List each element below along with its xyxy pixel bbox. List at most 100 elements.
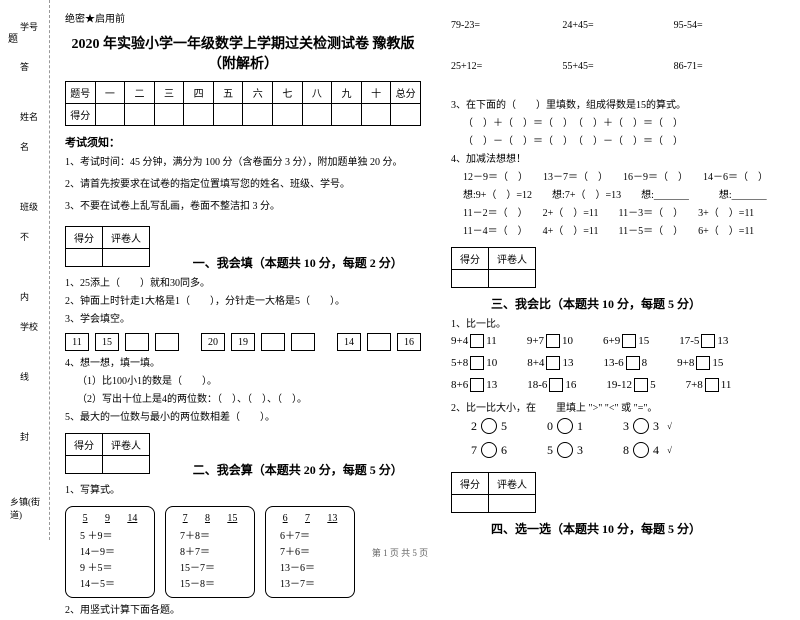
eqB-1: 55+45= — [562, 61, 673, 72]
nb-4: 20 — [201, 333, 225, 351]
eqB-2: 86-71= — [674, 61, 785, 72]
th-4: 四 — [184, 82, 214, 104]
secret-label: 绝密★启用前 — [65, 10, 421, 25]
bind-mark-2: 不 — [20, 230, 29, 243]
td-8 — [302, 104, 332, 126]
q1-3: 3、学会填空。 — [65, 311, 421, 329]
notice-heading: 考试须知： — [65, 134, 421, 150]
circ-left: 5 — [547, 443, 553, 458]
ch0-0: 5 — [83, 511, 88, 527]
cmp-right: 11 — [721, 379, 732, 391]
sb3-c1: 得分 — [452, 248, 489, 270]
eqA-1: 24+45= — [562, 20, 673, 31]
sb-c1: 得分 — [66, 227, 103, 249]
cmp-left: 9+4 — [451, 335, 468, 347]
eq-row-b: 25+12= 55+45= 86-71= — [451, 61, 785, 72]
circ-item: 01 — [547, 418, 583, 434]
q2-2: 2、用竖式计算下面各题。 — [65, 602, 421, 620]
compare-box — [705, 378, 719, 392]
sb2-c1: 得分 — [66, 434, 103, 456]
cr0-2: 9 ＋5＝ — [74, 561, 146, 577]
circ-left: 8 — [623, 443, 629, 458]
number-boxes: 11 15 20 19 14 16 — [65, 333, 421, 351]
compare-box — [626, 356, 640, 370]
circ-right: 3 — [653, 419, 659, 434]
cmp-item: 9+4 11 — [451, 334, 497, 348]
cmp-left: 13-6 — [603, 357, 623, 369]
sb3-c2: 评卷人 — [489, 248, 536, 270]
cmp-right: 15 — [712, 357, 723, 369]
cmp-left: 5+8 — [451, 357, 468, 369]
th-10: 十 — [361, 82, 391, 104]
compare-box — [701, 334, 715, 348]
section-2-heading: 二、我会算（本题共 20 分，每题 5 分） — [193, 461, 403, 478]
ch2-2: 13 — [327, 511, 337, 527]
section-3-heading: 三、我会比（本题共 10 分，每题 5 分） — [491, 295, 701, 312]
q2-1: 1、写算式。 — [65, 482, 421, 500]
scorebox-3: 得分评卷人 — [451, 247, 536, 288]
circ-right: 1 — [577, 419, 583, 434]
bind-mark-4: 线 — [20, 370, 29, 383]
circ-row-0: 250133√ — [451, 418, 785, 434]
compare-box — [470, 378, 484, 392]
binding-margin: 学号 题 答 姓名 名 班级 不 内 学校 线 封 乡镇(街道) — [0, 0, 50, 540]
nb-3 — [155, 333, 179, 351]
q2b-4d: 11－4＝（ ） 4+（ ）=11 11－5＝（ ） 6+（ ）=11 — [451, 223, 785, 241]
td-1 — [95, 104, 125, 126]
compare-box — [622, 334, 636, 348]
sb2-c2: 评卷人 — [103, 434, 150, 456]
q2b-4a: 12－9＝（ ） 13－7＝（ ） 16－9＝（ ） 14－6＝（ ） — [451, 169, 785, 187]
th-9: 九 — [332, 82, 362, 104]
bind-label-3: 学校 — [20, 320, 38, 333]
th-2: 二 — [125, 82, 155, 104]
td-10 — [361, 104, 391, 126]
ch2-1: 7 — [305, 511, 310, 527]
circle-blank — [481, 442, 497, 458]
nb-5: 19 — [231, 333, 255, 351]
bind-label-4: 乡镇(街道) — [10, 495, 49, 521]
nb-2 — [125, 333, 149, 351]
nb-7 — [291, 333, 315, 351]
q1-1: 1、25添上（ ）就和30同多。 — [65, 275, 421, 293]
cmp-right: 8 — [642, 357, 648, 369]
compare-box — [470, 334, 484, 348]
circ-item: 33√ — [623, 418, 672, 434]
td-2 — [125, 104, 155, 126]
bind-label-0: 学号 — [20, 20, 38, 33]
cmp-left: 6+9 — [603, 335, 620, 347]
score-value-row: 得分 — [66, 104, 421, 126]
eqA-2: 95-54= — [674, 20, 785, 31]
bind-mark-1: 名 — [20, 140, 29, 153]
right-column: 79-23= 24+45= 95-54= 25+12= 55+45= 86-71… — [436, 0, 800, 540]
nb-9 — [367, 333, 391, 351]
cmp-right: 13 — [486, 379, 497, 391]
bind-label-2: 班级 — [20, 200, 38, 213]
check-mark: √ — [667, 421, 672, 431]
compare-area: 9+4119+7106+91517-5135+8108+41313-689+81… — [451, 334, 785, 392]
scorebox-2: 得分评卷人 — [65, 433, 150, 474]
cmp-right: 11 — [486, 335, 497, 347]
cmp-item: 9+710 — [527, 334, 573, 348]
ch-0: 5914 — [74, 511, 146, 529]
bind-mark-3: 内 — [20, 290, 29, 303]
cmp-right: 15 — [638, 335, 649, 347]
ch0-2: 14 — [127, 511, 137, 527]
q1-5: 5、最大的一位数与最小的两位数相差（ ）。 — [65, 409, 421, 427]
q2b-4b: 想:9+（ ）=12 想:7+（ ）=13 想:_______ 想:______… — [451, 187, 785, 205]
bind-mark-0: 答 — [20, 60, 29, 73]
cr1-2: 15－7＝ — [174, 561, 246, 577]
gap-1 — [185, 333, 195, 351]
nb-10: 16 — [397, 333, 421, 351]
sb2-e2 — [103, 456, 150, 474]
th-8: 八 — [302, 82, 332, 104]
circle-blank — [633, 442, 649, 458]
main-content: 绝密★启用前 2020 年实验小学一年级数学上学期过关检测试卷 豫教版（附解析）… — [50, 0, 800, 540]
cmp-item: 13-6 8 — [603, 356, 647, 370]
compare-box — [549, 378, 563, 392]
bind-mark-5: 封 — [20, 430, 29, 443]
sb4-e2 — [489, 495, 536, 513]
th-11: 总分 — [391, 82, 421, 104]
cmp-right: 10 — [562, 335, 573, 347]
circ-left: 7 — [471, 443, 477, 458]
q2b-4c: 11－2＝（ ） 2+（ ）=11 11－3＝（ ） 3+（ ）=11 — [451, 205, 785, 223]
